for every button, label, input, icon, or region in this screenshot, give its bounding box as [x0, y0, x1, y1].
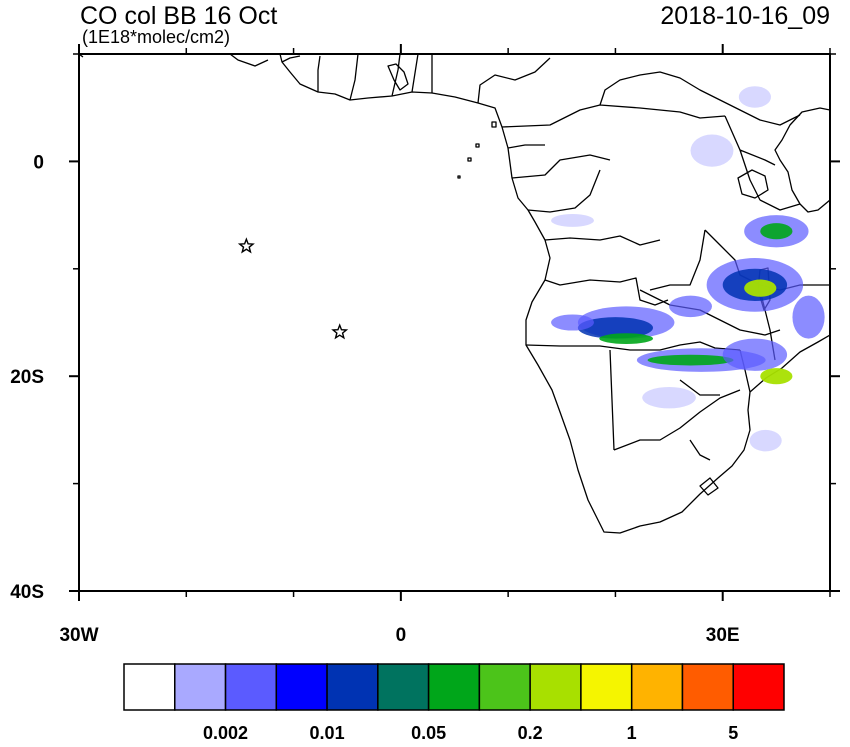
- colorbar-swatch: [580, 663, 633, 711]
- colorbar-label: 0.01: [310, 723, 345, 743]
- colorbar-label: 0.05: [411, 723, 446, 743]
- co-plume: [760, 368, 793, 385]
- colorbar-label: 0.2: [518, 723, 543, 743]
- x-tick-label: 30E: [706, 625, 740, 646]
- gulf-islands: [457, 121, 497, 179]
- axis-ticks: 30W 0 30E 0 20S 40S: [10, 44, 840, 646]
- co-plume: [551, 214, 594, 227]
- colorbar-swatch: [478, 663, 531, 711]
- map-title: CO col BB 16 Oct: [80, 2, 278, 30]
- coastline-africa: [279, 54, 830, 534]
- coastline-west-africa-north: [79, 54, 269, 67]
- colorbar-label: 5: [728, 723, 738, 743]
- colorbar-swatch: [377, 663, 430, 711]
- y-tick-label: 40S: [10, 582, 44, 603]
- colorbar-swatch: [427, 663, 481, 711]
- station-star-icon: [237, 237, 255, 254]
- colorbar-swatch: [681, 663, 734, 711]
- y-tick-label: 0: [33, 152, 44, 173]
- y-tick-label: 20S: [10, 367, 44, 388]
- colorbar-label: 1: [627, 723, 637, 743]
- co-plume: [599, 333, 653, 344]
- colorbar-swatch: [123, 663, 176, 711]
- co-plume: [744, 279, 777, 297]
- colorbar-swatch: [224, 663, 278, 711]
- co-plume: [792, 295, 825, 339]
- colorbar-label: 0.002: [203, 723, 248, 743]
- stars-layer: [237, 237, 349, 340]
- map-geography: [79, 54, 830, 534]
- co-plume: [690, 134, 734, 167]
- colorbar-swatch: [174, 663, 227, 711]
- plot-frame: [78, 53, 831, 592]
- colorbar-swatch: [630, 663, 684, 711]
- co-plume: [647, 354, 734, 366]
- co-plume: [722, 338, 788, 371]
- colorbar-swatch: [326, 663, 379, 711]
- station-star-icon: [331, 323, 349, 340]
- co-plume-layer: [551, 86, 825, 452]
- co-plume: [669, 295, 712, 318]
- co-plume: [760, 223, 793, 240]
- co-plume: [738, 86, 771, 108]
- colorbar-swatch: [275, 663, 328, 711]
- co-plume: [749, 429, 782, 452]
- co-plume: [642, 386, 696, 409]
- co-plume: [551, 314, 594, 331]
- colorbar-swatch: [529, 663, 582, 711]
- x-tick-label: 30W: [59, 625, 98, 646]
- lake-victoria: [737, 169, 769, 199]
- colorbar: 0.002 0.01 0.05 0.2 1 5: [123, 663, 785, 743]
- lake-volta: [387, 63, 409, 91]
- colorbar-swatch: [732, 663, 785, 711]
- map-units: (1E18*molec/cm2): [82, 27, 231, 47]
- co-plume: [577, 317, 653, 339]
- x-tick-label: 0: [396, 625, 407, 646]
- map-datetime: 2018-10-16_09: [660, 2, 830, 30]
